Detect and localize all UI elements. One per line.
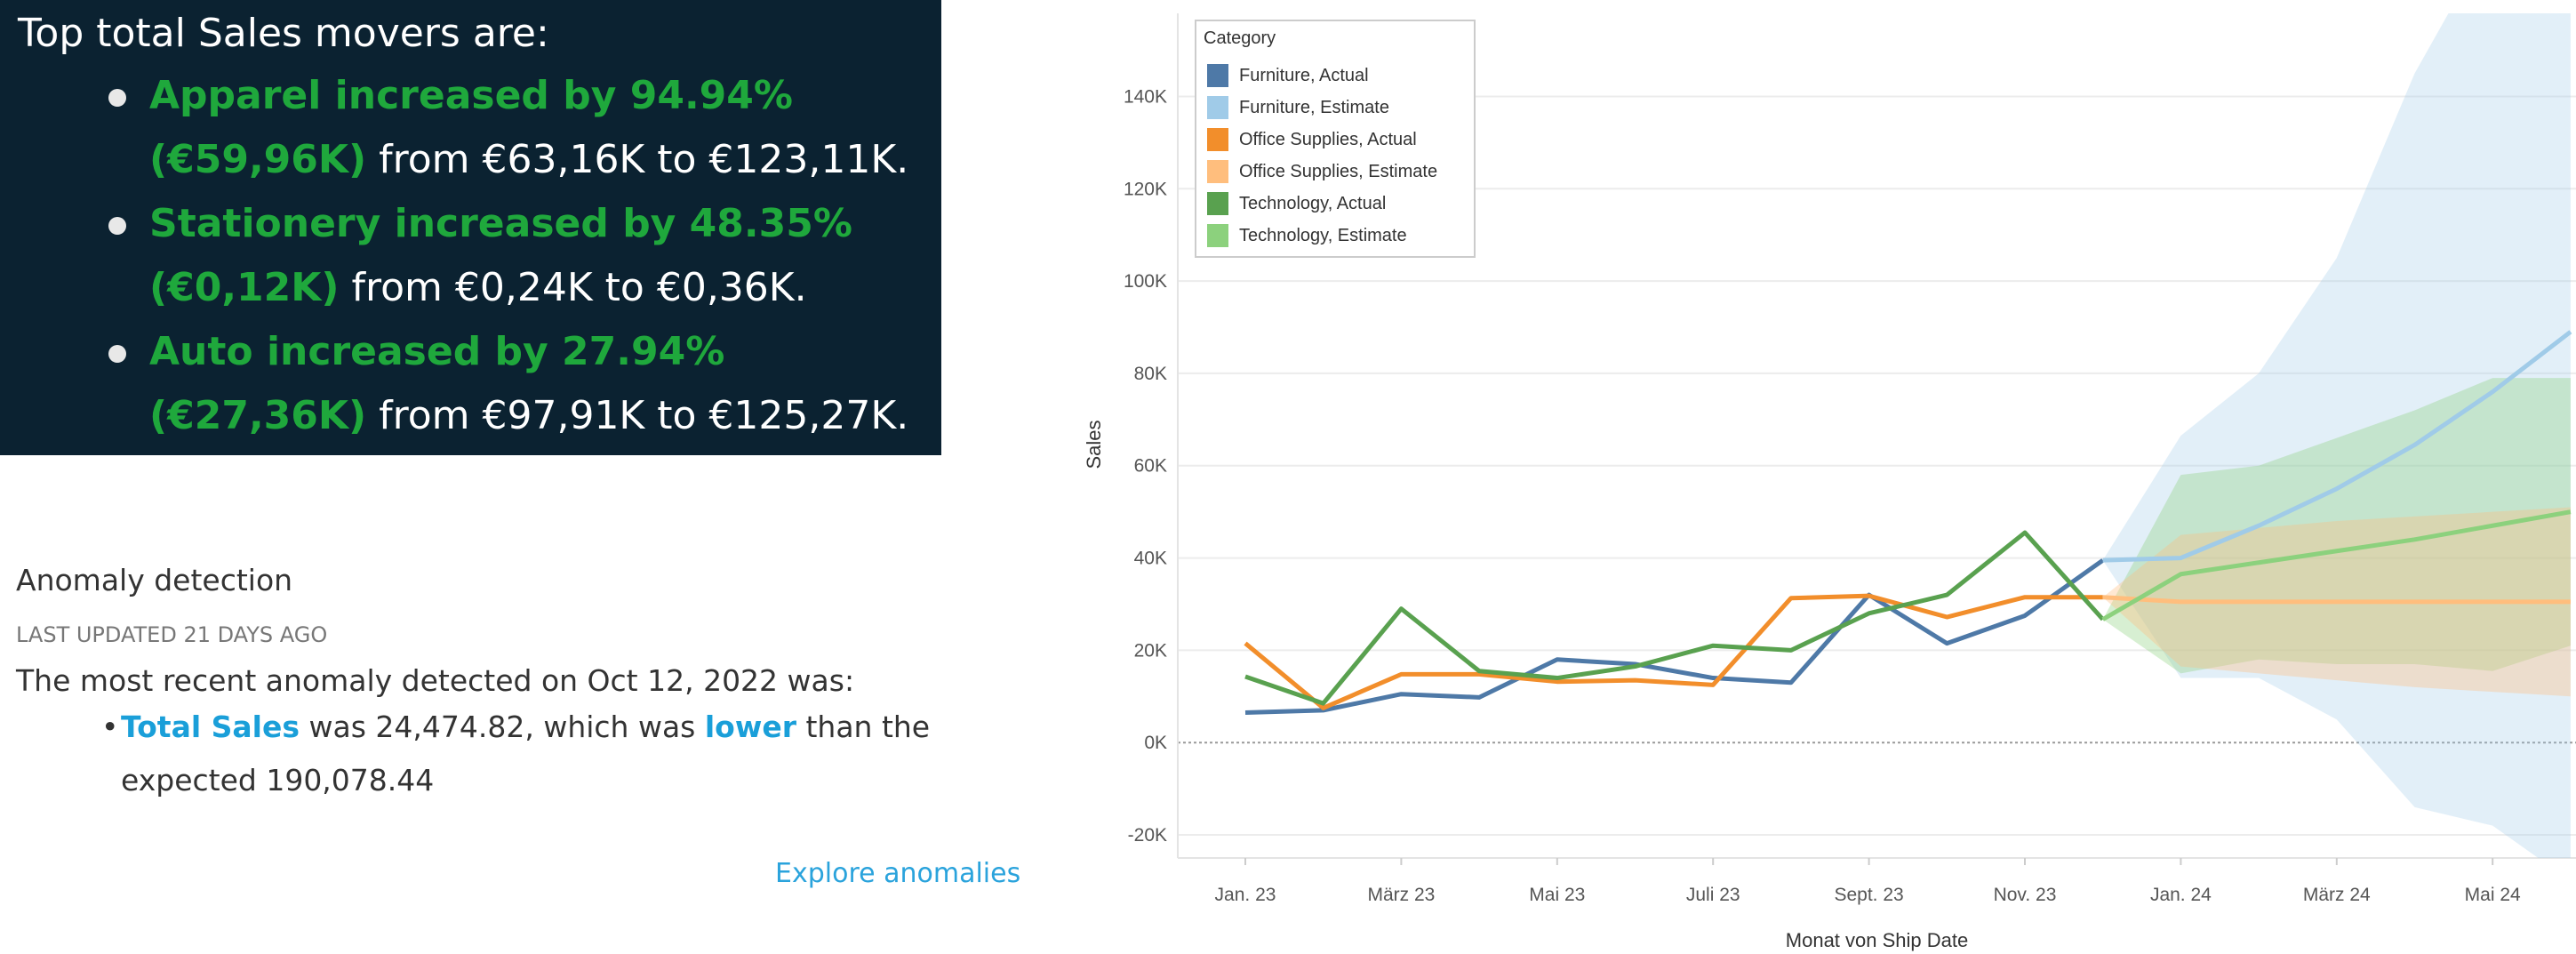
series-line-technology-actual <box>1244 530 2105 706</box>
movers-heading: Top total Sales movers are: <box>18 11 549 56</box>
series-line-furniture-actual <box>1244 558 2105 715</box>
x-tick-label: Juli 23 <box>1686 885 1740 905</box>
x-tick-label: Jan. 23 <box>1215 885 1276 905</box>
x-tick-label: Mai 24 <box>2465 885 2521 905</box>
mover-change: Auto increased by 27.94% (€27,36K) <box>149 329 725 438</box>
top-movers-panel: Top total Sales movers are: Apparel incr… <box>0 0 941 455</box>
legend-title: Category <box>1204 28 1276 48</box>
legend-swatch <box>1207 160 1228 183</box>
anomaly-detail: Total Sales was 24,474.82, which was low… <box>101 701 992 807</box>
x-tick-label: Jan. 24 <box>2150 885 2212 905</box>
chart-legend: Category Furniture, Actual Furniture, Est… <box>1195 20 1476 258</box>
x-tick-label: März 23 <box>1367 885 1435 905</box>
y-axis-title: Sales <box>1083 420 1105 469</box>
anomaly-expected: than the expected 190,078.44 <box>121 709 931 798</box>
legend-label: Technology, Actual <box>1239 193 1387 213</box>
y-tick-label: 100K <box>1124 271 1167 292</box>
mover-change: Apparel increased by 94.94% (€59,96K) <box>149 73 794 182</box>
x-tick-label: Mai 23 <box>1529 885 1585 905</box>
legend-swatch <box>1207 224 1228 247</box>
legend-swatch <box>1207 96 1228 119</box>
y-tick-label: 80K <box>1134 364 1167 384</box>
movers-list: Apparel increased by 94.94% (€59,96K) fr… <box>107 64 933 448</box>
mover-range: from €63,16K to €123,11K. <box>366 137 909 182</box>
legend-swatch <box>1207 128 1228 151</box>
legend-item[interactable]: Office Supplies, Actual <box>1207 124 1417 155</box>
legend-swatch <box>1207 192 1228 215</box>
legend-label: Technology, Estimate <box>1239 225 1407 245</box>
series-line-technology-estimate <box>2101 509 2572 621</box>
legend-item[interactable]: Technology, Actual <box>1207 188 1386 219</box>
metric-link[interactable]: Total Sales <box>121 709 300 744</box>
y-tick-label: 20K <box>1134 640 1167 661</box>
x-tick-label: Sept. 23 <box>1834 885 1903 905</box>
anomaly-title: Anomaly detection <box>16 563 293 597</box>
legend-label: Furniture, Actual <box>1239 65 1369 85</box>
mover-item: Auto increased by 27.94% (€27,36K) from … <box>107 320 933 448</box>
mover-range: from €0,24K to €0,36K. <box>339 265 807 310</box>
x-axis-title: Monat von Ship Date <box>1786 929 1968 951</box>
forecast-band-furniture-estimate <box>2102 13 2571 858</box>
series-line-furniture-estimate <box>2102 330 2572 563</box>
legend-label: Furniture, Estimate <box>1239 97 1389 117</box>
direction: lower <box>704 709 796 744</box>
series-line-office-supplies-actual <box>1244 593 2103 710</box>
legend-item[interactable]: Office Supplies, Estimate <box>1207 156 1437 187</box>
legend-label: Office Supplies, Estimate <box>1239 161 1438 181</box>
legend-item[interactable]: Technology, Estimate <box>1207 220 1407 251</box>
legend-label: Office Supplies, Actual <box>1239 129 1417 149</box>
y-tick-label: 140K <box>1124 86 1167 107</box>
y-tick-label: 120K <box>1124 179 1167 199</box>
x-tick-label: Nov. 23 <box>1994 885 2057 905</box>
mover-item: Apparel increased by 94.94% (€59,96K) fr… <box>107 64 933 192</box>
x-tick-label: März 24 <box>2303 885 2371 905</box>
mover-item: Stationery increased by 48.35% (€0,12K) … <box>107 192 933 320</box>
y-tick-label: 60K <box>1134 456 1167 477</box>
y-tick-label: -20K <box>1128 825 1167 846</box>
legend-swatch <box>1207 64 1228 87</box>
anomaly-intro: The most recent anomaly detected on Oct … <box>16 663 855 698</box>
sales-forecast-chart: -20K 0K 20K 40K 60K 80K 100K 120K 140K Jan. 23 Mär… <box>1083 13 2576 951</box>
legend-item[interactable]: Furniture, Estimate <box>1207 92 1389 123</box>
legend-item[interactable]: Furniture, Actual <box>1207 60 1369 91</box>
anomaly-value: was 24,474.82, which was <box>300 709 705 744</box>
explore-anomalies-link[interactable]: Explore anomalies <box>775 858 1021 889</box>
mover-change: Stationery increased by 48.35% (€0,12K) <box>149 201 852 310</box>
last-updated: LAST UPDATED 21 DAYS AGO <box>16 622 328 647</box>
forecast-band-technology-estimate <box>2102 378 2571 674</box>
mover-range: from €97,91K to €125,27K. <box>366 393 909 438</box>
y-tick-label: 40K <box>1134 549 1167 569</box>
y-tick-label: 0K <box>1144 733 1167 753</box>
series-line-office-supplies-estimate <box>2102 595 2571 605</box>
